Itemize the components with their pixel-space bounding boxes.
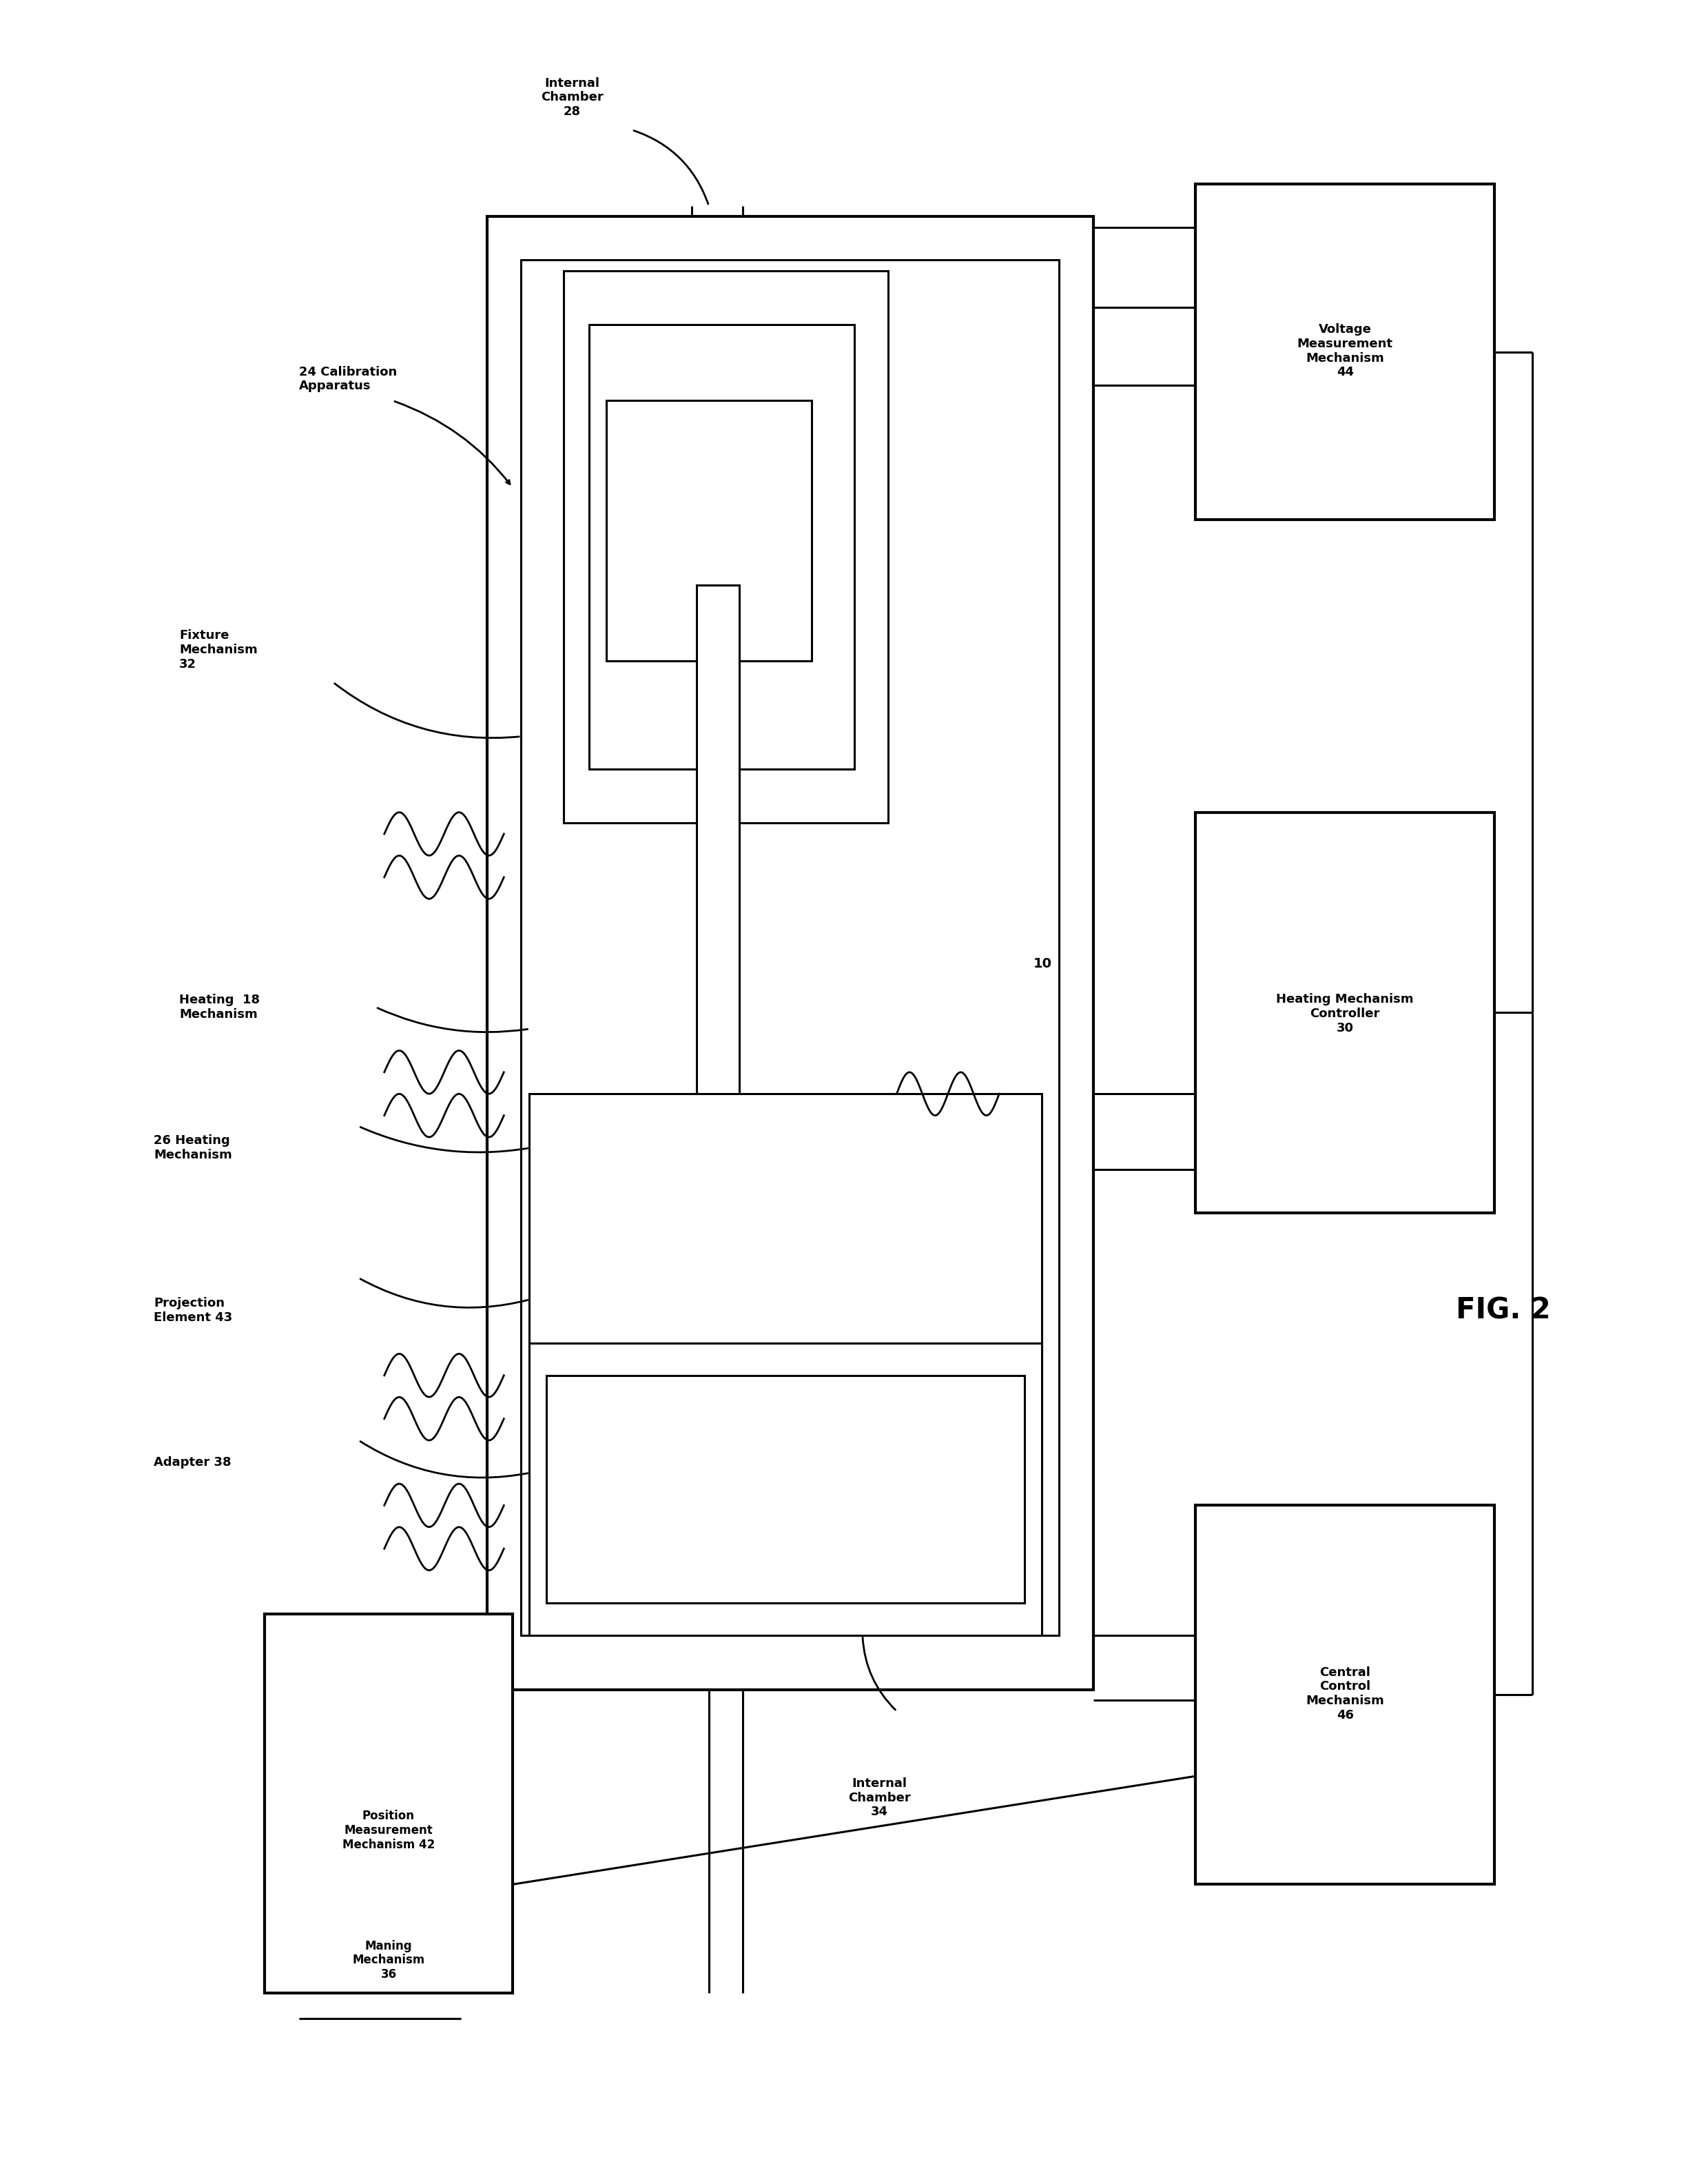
Bar xyxy=(564,271,888,823)
Text: Projection
Element 43: Projection Element 43 xyxy=(154,1297,232,1323)
Bar xyxy=(1196,1505,1494,1884)
Bar xyxy=(1196,812,1494,1213)
Text: FIG. 2: FIG. 2 xyxy=(1455,1295,1551,1326)
Bar xyxy=(265,1614,512,1993)
Text: Internal
Chamber
28: Internal Chamber 28 xyxy=(541,78,603,117)
Text: Heating  18
Mechanism: Heating 18 Mechanism xyxy=(179,994,260,1020)
Bar xyxy=(487,217,1093,1689)
Bar xyxy=(521,260,1059,1635)
Bar xyxy=(606,401,811,661)
Text: 10: 10 xyxy=(1033,957,1052,970)
Text: Central
Control
Mechanism
46: Central Control Mechanism 46 xyxy=(1307,1666,1383,1722)
Text: 24 Calibration
Apparatus: 24 Calibration Apparatus xyxy=(299,366,396,392)
Bar xyxy=(1196,184,1494,520)
Bar xyxy=(529,1094,1042,1473)
Bar xyxy=(529,1343,1042,1635)
Text: Adapter 38: Adapter 38 xyxy=(154,1456,231,1469)
Text: Heating Mechanism
Controller
30: Heating Mechanism Controller 30 xyxy=(1276,994,1414,1033)
Bar xyxy=(589,325,854,769)
Text: 26 Heating
Mechanism: 26 Heating Mechanism xyxy=(154,1135,232,1161)
Bar xyxy=(697,585,740,1191)
Bar xyxy=(547,1375,1025,1603)
Bar xyxy=(680,1191,757,1332)
Text: Position
Measurement
Mechanism 42: Position Measurement Mechanism 42 xyxy=(342,1811,436,1850)
Text: Maning
Mechanism
36: Maning Mechanism 36 xyxy=(352,1941,425,1980)
Text: Internal
Chamber
34: Internal Chamber 34 xyxy=(849,1778,910,1817)
Text: Voltage
Measurement
Mechanism
44: Voltage Measurement Mechanism 44 xyxy=(1296,323,1394,379)
Text: Fixture
Mechanism
32: Fixture Mechanism 32 xyxy=(179,630,258,669)
